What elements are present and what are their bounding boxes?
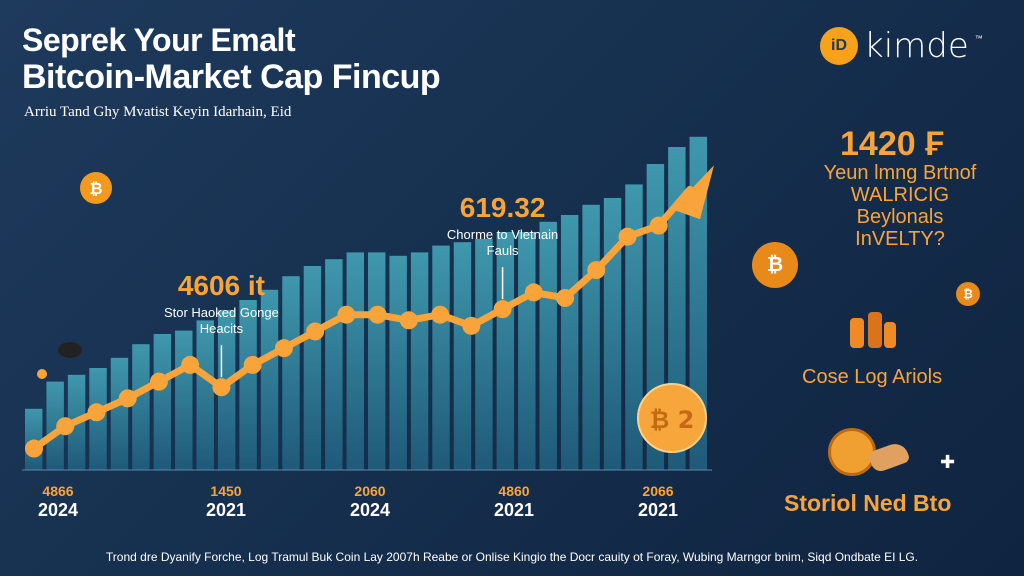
chart-point — [212, 378, 231, 397]
annotation-value: 619.32 — [460, 192, 546, 223]
coin-stack-icon — [850, 312, 896, 348]
x-tick-label-top: 4866 — [42, 483, 73, 499]
chart-bar — [496, 232, 515, 470]
chart-point — [399, 311, 418, 330]
chart-point — [87, 403, 106, 422]
x-tick-label: 2024 — [350, 500, 390, 520]
chart-point — [431, 305, 450, 324]
plus-icon: ✚ — [940, 452, 956, 472]
annotation-text: Stor Haoked Gonge — [164, 305, 279, 320]
chart-bar — [282, 276, 300, 470]
brand-logo-block: iD kimde ™ — [820, 26, 983, 66]
chart-bar — [389, 255, 407, 470]
x-tick-label: 2024 — [38, 500, 78, 520]
chart-bar — [110, 357, 129, 470]
chart-point — [337, 305, 356, 324]
chart-point — [556, 288, 575, 307]
chart-bar — [625, 184, 643, 470]
x-tick-label: 2021 — [638, 500, 678, 520]
chart-point — [118, 389, 137, 408]
chart-point — [649, 216, 668, 235]
chart-point — [149, 372, 168, 391]
chart-bar — [689, 136, 707, 471]
chart-bar — [325, 259, 343, 470]
chart-bar — [453, 242, 472, 470]
bitcoin-coin-icon: ₿ — [752, 242, 798, 288]
trend-arrow-icon — [672, 165, 714, 220]
decor-shape — [58, 342, 82, 358]
brand-trademark: ™ — [974, 34, 983, 43]
chart-point — [587, 261, 606, 280]
chart-point — [306, 322, 325, 341]
bitcoin-coin-icon — [80, 172, 112, 204]
annotation-text: Fauls — [487, 243, 519, 258]
chart-point — [56, 417, 75, 436]
coin-marker-label: ₿ 2 — [650, 406, 695, 434]
side-panel-question: Yeun lmng Brtnof WALRICIG Beylonals InVE… — [820, 162, 980, 250]
decor-dot — [37, 369, 47, 379]
chart-point — [524, 283, 543, 302]
side-panel-label: Storiol Ned Bto — [784, 490, 952, 516]
chart-bar — [603, 198, 622, 470]
page-title-line2: Bitcoin-Market Cap Fincup — [22, 58, 441, 96]
chart-point — [181, 355, 200, 374]
chart-bar — [539, 221, 557, 470]
coin-marker-icon — [637, 383, 707, 453]
chart-point — [618, 227, 637, 246]
annotation-text: Heacits — [200, 321, 244, 336]
chart-bar — [175, 330, 193, 470]
annotation-text: Chorme to Vletnain — [447, 227, 558, 242]
brand-name: kimde — [864, 26, 969, 66]
chart-bar — [368, 252, 386, 470]
chart-bar — [346, 252, 364, 470]
brand-logo-icon: iD — [820, 27, 858, 65]
chart-series-line — [30, 185, 694, 452]
chart-bar — [46, 381, 64, 470]
bitcoin-glyph: ₿ — [89, 179, 102, 198]
chart-point — [368, 305, 387, 324]
chart-bar — [132, 344, 150, 470]
side-panel-line: Yeun lmng Brtnof — [823, 162, 977, 184]
annotation-value: 4606 it — [178, 270, 265, 301]
chart-bar — [239, 300, 257, 470]
chart-bar — [475, 238, 493, 470]
chart-point — [243, 355, 262, 374]
chart-point — [25, 439, 43, 458]
x-tick-label-top: 4860 — [498, 483, 529, 499]
coin-icon — [828, 428, 876, 476]
chart-bar — [582, 204, 600, 471]
x-tick-label: 2021 — [494, 500, 534, 520]
page-subtitle: Arriu Tand Ghy Mvatist Keyin Idarhain, E… — [24, 104, 292, 120]
footer-caption: Trond dre Dyanify Forche, Log Tramul Buk… — [105, 550, 919, 564]
chart-bar — [432, 245, 450, 470]
side-panel-label: Cose Log Ariols — [802, 366, 943, 388]
chart-bar — [196, 320, 214, 470]
chart-point — [462, 316, 481, 335]
x-tick-label-top: 2066 — [642, 483, 673, 499]
chart-bar — [518, 232, 536, 470]
chart-bar — [410, 252, 429, 470]
bitcoin-coin-icon: ₿ — [956, 282, 980, 306]
chart-bar — [25, 408, 43, 470]
chart-point — [493, 300, 512, 319]
chart-bar — [260, 289, 279, 470]
side-panel-line: WALRICIG — [850, 184, 950, 206]
side-panel-value: 1420 ₣ — [840, 125, 944, 163]
x-tick-label-top: 2060 — [354, 483, 385, 499]
chart-bar — [153, 334, 172, 470]
x-tick-label: 2021 — [206, 500, 246, 520]
page-title-line1: Seprek Your Emalt — [22, 22, 296, 58]
x-tick-label-top: 1450 — [210, 483, 241, 499]
chart-point — [274, 339, 293, 358]
chart-bar — [560, 215, 579, 470]
chart-bar — [303, 266, 322, 470]
side-panel-line: InVELTY? — [855, 228, 945, 250]
side-panel-line: Beylonals — [856, 206, 944, 228]
